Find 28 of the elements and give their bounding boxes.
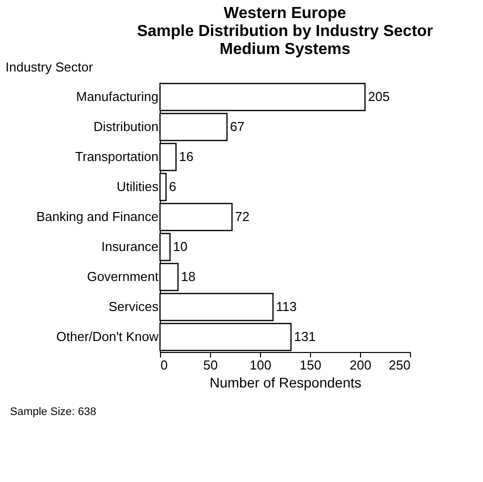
data-label: 16	[179, 149, 194, 164]
y-tick-label: Banking and Finance	[36, 209, 158, 224]
data-label: 10	[173, 239, 188, 254]
text: Sample Size: 638	[10, 406, 96, 418]
y-tick-label: Government	[86, 269, 159, 284]
x-tick-label: 100	[250, 358, 272, 372]
x-axis-title: Number of Respondents	[210, 374, 362, 390]
chart-title: Western Europe Sample Distribution by Industry Sector Medium Systems	[136, 5, 434, 58]
data-label: 72	[235, 209, 250, 224]
x-tick-label: 200	[350, 358, 372, 372]
x-tick-label: 250	[388, 358, 410, 372]
data-label: 67	[230, 119, 244, 134]
y-tick-label: Distribution	[93, 119, 158, 134]
y-axis-title: Industry Sector	[6, 60, 94, 74]
y-tick-label: Transportation	[75, 149, 158, 164]
x-tick-label: 150	[300, 358, 322, 372]
data-label: 6	[169, 179, 176, 194]
data-label: 113	[276, 299, 297, 314]
y-tick-label: Services	[108, 299, 159, 314]
data-label: 18	[181, 269, 196, 284]
y-tick-label: Other/Don't Know	[56, 329, 160, 344]
y-tick-label: Insurance	[101, 239, 158, 254]
data-label: 205	[368, 89, 390, 104]
y-tick-label: Manufacturing	[76, 89, 158, 104]
x-tick-label: 0	[160, 358, 168, 372]
x-tick-label: 50	[203, 358, 218, 372]
data-label: 131	[294, 329, 316, 344]
y-tick-label: Utilities	[116, 179, 159, 194]
